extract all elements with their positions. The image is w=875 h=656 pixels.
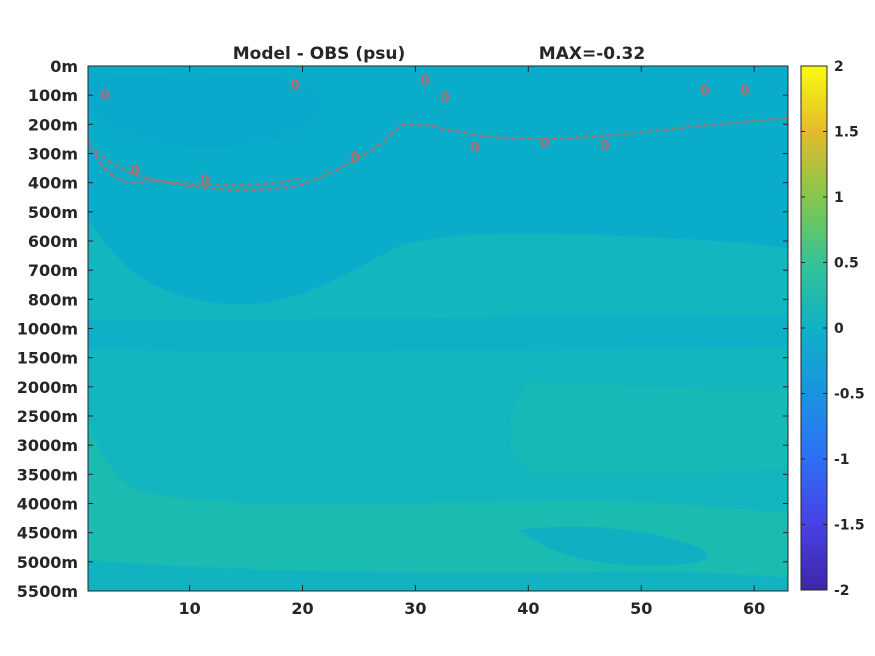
zero-contour-line-lower — [94, 149, 301, 187]
colorbar-tick-label: -1 — [834, 452, 850, 468]
y-tick-label: 4000m — [17, 495, 78, 514]
y-axis: 0m 100m 200m 300m 400m 500m 600m 700m 800m 1000m 1… — [17, 57, 788, 601]
y-tick-label: 600m — [28, 232, 78, 251]
y-tick-label: 5500m — [17, 582, 78, 601]
y-tick-label: 800m — [28, 290, 78, 309]
contour-label: 0 — [350, 150, 360, 166]
x-tick-label: 10 — [178, 599, 200, 618]
x-tick-label: 40 — [517, 599, 539, 618]
y-tick-label: 1500m — [17, 349, 78, 368]
y-tick-label: 100m — [28, 86, 78, 105]
y-tick-label: 5000m — [17, 553, 78, 572]
chart-max-label: MAX=-0.32 — [539, 44, 645, 64]
y-tick-label: 300m — [28, 145, 78, 164]
x-tick-label: 50 — [630, 599, 652, 618]
y-tick-label: 200m — [28, 115, 78, 134]
y-tick-label: 500m — [28, 203, 78, 222]
negative-region-deep — [88, 75, 322, 147]
contour-label: 0 — [740, 83, 750, 99]
colorbar — [800, 65, 828, 591]
x-tick-label: 20 — [291, 599, 313, 618]
negative-blob-bottom — [520, 526, 708, 566]
contour-label: 0 — [130, 163, 140, 179]
contour-label: 0 — [200, 173, 210, 189]
contour-label: 0 — [600, 138, 610, 154]
colorbar-tick-label: -2 — [834, 583, 850, 599]
colorbar-tick-label: 1.5 — [834, 125, 859, 141]
y-tick-label: 1000m — [17, 320, 78, 339]
zero-contour-line — [88, 116, 788, 192]
y-tick-label: 3000m — [17, 436, 78, 455]
y-tick-label: 2000m — [17, 378, 78, 397]
y-tick-label: 4500m — [17, 524, 78, 543]
colorbar-tick-label: 1 — [834, 190, 844, 206]
y-tick-label: 2500m — [17, 407, 78, 426]
y-tick-label: 400m — [28, 174, 78, 193]
contour-label: 0 — [100, 88, 110, 104]
x-axis: 10 20 30 40 50 60 — [178, 66, 765, 618]
contour-label: 0 — [440, 90, 450, 106]
contour-label: 0 — [470, 140, 480, 156]
near-zero-band-bottom — [88, 560, 788, 591]
contour-label: 0 — [420, 73, 430, 89]
contour-label: 0 — [290, 78, 300, 94]
colorbar-tick-label: -1.5 — [834, 518, 865, 534]
y-tick-label: 3500m — [17, 465, 78, 484]
positive-region-mid-right — [509, 380, 788, 475]
colorbar-tick-label: 0.5 — [834, 256, 859, 272]
colorbar-tick-label: 2 — [834, 59, 844, 75]
colorbar-tick-label: 0 — [834, 321, 844, 337]
chart-title: Model - OBS (psu) — [233, 44, 406, 64]
y-tick-label: 700m — [28, 261, 78, 280]
contour-label: 0 — [540, 136, 550, 152]
negative-band-mid — [88, 316, 788, 353]
contour-label: 0 — [700, 83, 710, 99]
x-tick-label: 60 — [743, 599, 765, 618]
zero-contour-labels: 0 0 0 0 0 0 0 0 0 0 0 0 — [100, 73, 750, 189]
heatmap-field: 0 0 0 0 0 0 0 0 0 0 0 0 — [88, 66, 788, 591]
x-tick-label: 30 — [404, 599, 426, 618]
colorbar-tick-label: -0.5 — [834, 387, 865, 403]
y-tick-label: 0m — [50, 57, 78, 76]
colorbar-ticks: 2 1.5 1 0.5 0 -0.5 -1 -1.5 -2 — [801, 59, 865, 599]
